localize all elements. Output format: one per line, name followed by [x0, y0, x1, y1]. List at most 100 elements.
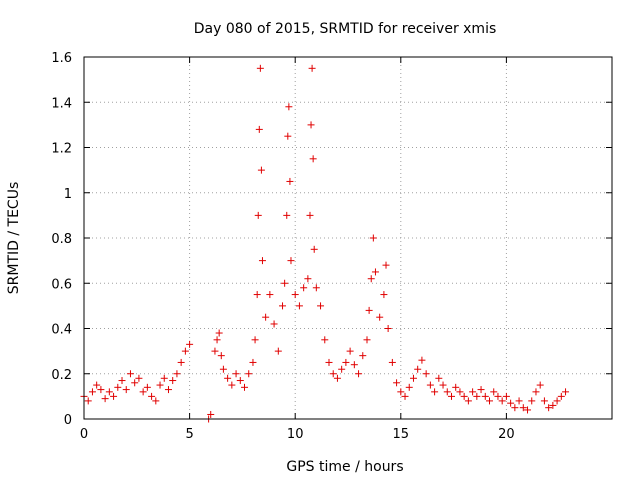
y-axis-label: SRMTID / TECUs	[6, 182, 22, 295]
data-point	[286, 177, 294, 185]
data-point	[253, 291, 261, 299]
data-point	[414, 365, 422, 373]
data-point	[236, 377, 244, 385]
data-point	[549, 401, 557, 409]
data-point	[245, 370, 253, 378]
data-point	[169, 377, 177, 385]
data-point	[409, 374, 417, 382]
data-point	[257, 166, 265, 174]
data-point	[325, 358, 333, 366]
data-point	[114, 383, 122, 391]
data-point	[502, 392, 510, 400]
y-tick-label: 1.4	[51, 96, 72, 111]
data-point	[540, 397, 548, 405]
data-point	[228, 381, 236, 389]
data-point	[333, 374, 341, 382]
data-point	[139, 388, 147, 396]
data-point	[397, 388, 405, 396]
data-point	[270, 320, 278, 328]
y-tick-label: 1	[64, 187, 72, 202]
data-point	[105, 388, 113, 396]
data-point	[494, 392, 502, 400]
data-point	[524, 406, 532, 414]
data-point	[473, 392, 481, 400]
data-point	[274, 347, 282, 355]
data-point	[310, 245, 318, 253]
data-point	[135, 374, 143, 382]
data-point	[486, 397, 494, 405]
data-point	[258, 257, 266, 265]
grid	[84, 57, 612, 419]
data-point	[122, 386, 130, 394]
data-point	[249, 358, 257, 366]
data-point	[469, 388, 477, 396]
data-point	[306, 211, 314, 219]
data-point	[439, 381, 447, 389]
data-point	[371, 268, 379, 276]
data-point	[143, 383, 151, 391]
data-point	[435, 374, 443, 382]
data-point	[452, 383, 460, 391]
x-tick-label: 20	[498, 427, 515, 442]
data-point	[422, 370, 430, 378]
data-point	[93, 381, 101, 389]
axis-ticks	[83, 56, 612, 420]
data-point	[126, 370, 134, 378]
y-tick-label: 0.6	[51, 277, 72, 292]
y-tick-labels: 0 0.2 0.4 0.6 0.8 1 1.2 1.4 1.6	[51, 51, 72, 428]
y-tick-label: 0.8	[51, 232, 72, 247]
data-point	[173, 370, 181, 378]
data-point	[84, 397, 92, 405]
data-point	[355, 370, 363, 378]
data-point	[186, 340, 194, 348]
x-tick-labels: 0 5 10 15 20	[80, 427, 515, 442]
data-point	[232, 370, 240, 378]
x-tick-label: 15	[393, 427, 410, 442]
data-point	[393, 379, 401, 387]
chart-title: Day 080 of 2015, SRMTID for receiver xmi…	[194, 21, 497, 37]
data-point	[447, 392, 455, 400]
data-point	[365, 306, 373, 314]
data-point	[148, 392, 156, 400]
data-point	[557, 392, 565, 400]
data-point	[283, 211, 291, 219]
data-point	[528, 397, 536, 405]
data-point	[507, 399, 515, 407]
y-tick-label: 1.6	[51, 51, 72, 66]
data-point	[460, 392, 468, 400]
data-point	[388, 358, 396, 366]
data-point	[317, 302, 325, 310]
data-point	[304, 275, 312, 283]
data-point	[241, 383, 249, 391]
data-point	[426, 381, 434, 389]
data-point	[553, 397, 561, 405]
data-point	[519, 404, 527, 412]
data-point	[498, 397, 506, 405]
data-point	[281, 279, 289, 287]
data-point	[224, 374, 232, 382]
data-point	[97, 386, 105, 394]
data-point	[515, 397, 523, 405]
data-point	[266, 291, 274, 299]
data-point	[338, 365, 346, 373]
data-point	[118, 377, 126, 385]
data-point	[131, 379, 139, 387]
data-point	[369, 234, 377, 242]
data-point	[160, 374, 168, 382]
data-point	[254, 211, 262, 219]
data-point	[177, 358, 185, 366]
data-point	[287, 257, 295, 265]
data-point	[346, 347, 354, 355]
data-point	[295, 302, 303, 310]
y-tick-label: 0.2	[51, 368, 72, 383]
data-point	[418, 356, 426, 364]
x-tick-label: 10	[287, 427, 304, 442]
data-point	[545, 404, 553, 412]
data-point	[215, 329, 223, 337]
data-point	[251, 336, 259, 344]
x-tick-label: 5	[185, 427, 193, 442]
data-point	[181, 347, 189, 355]
data-point	[363, 336, 371, 344]
data-point	[101, 395, 109, 403]
